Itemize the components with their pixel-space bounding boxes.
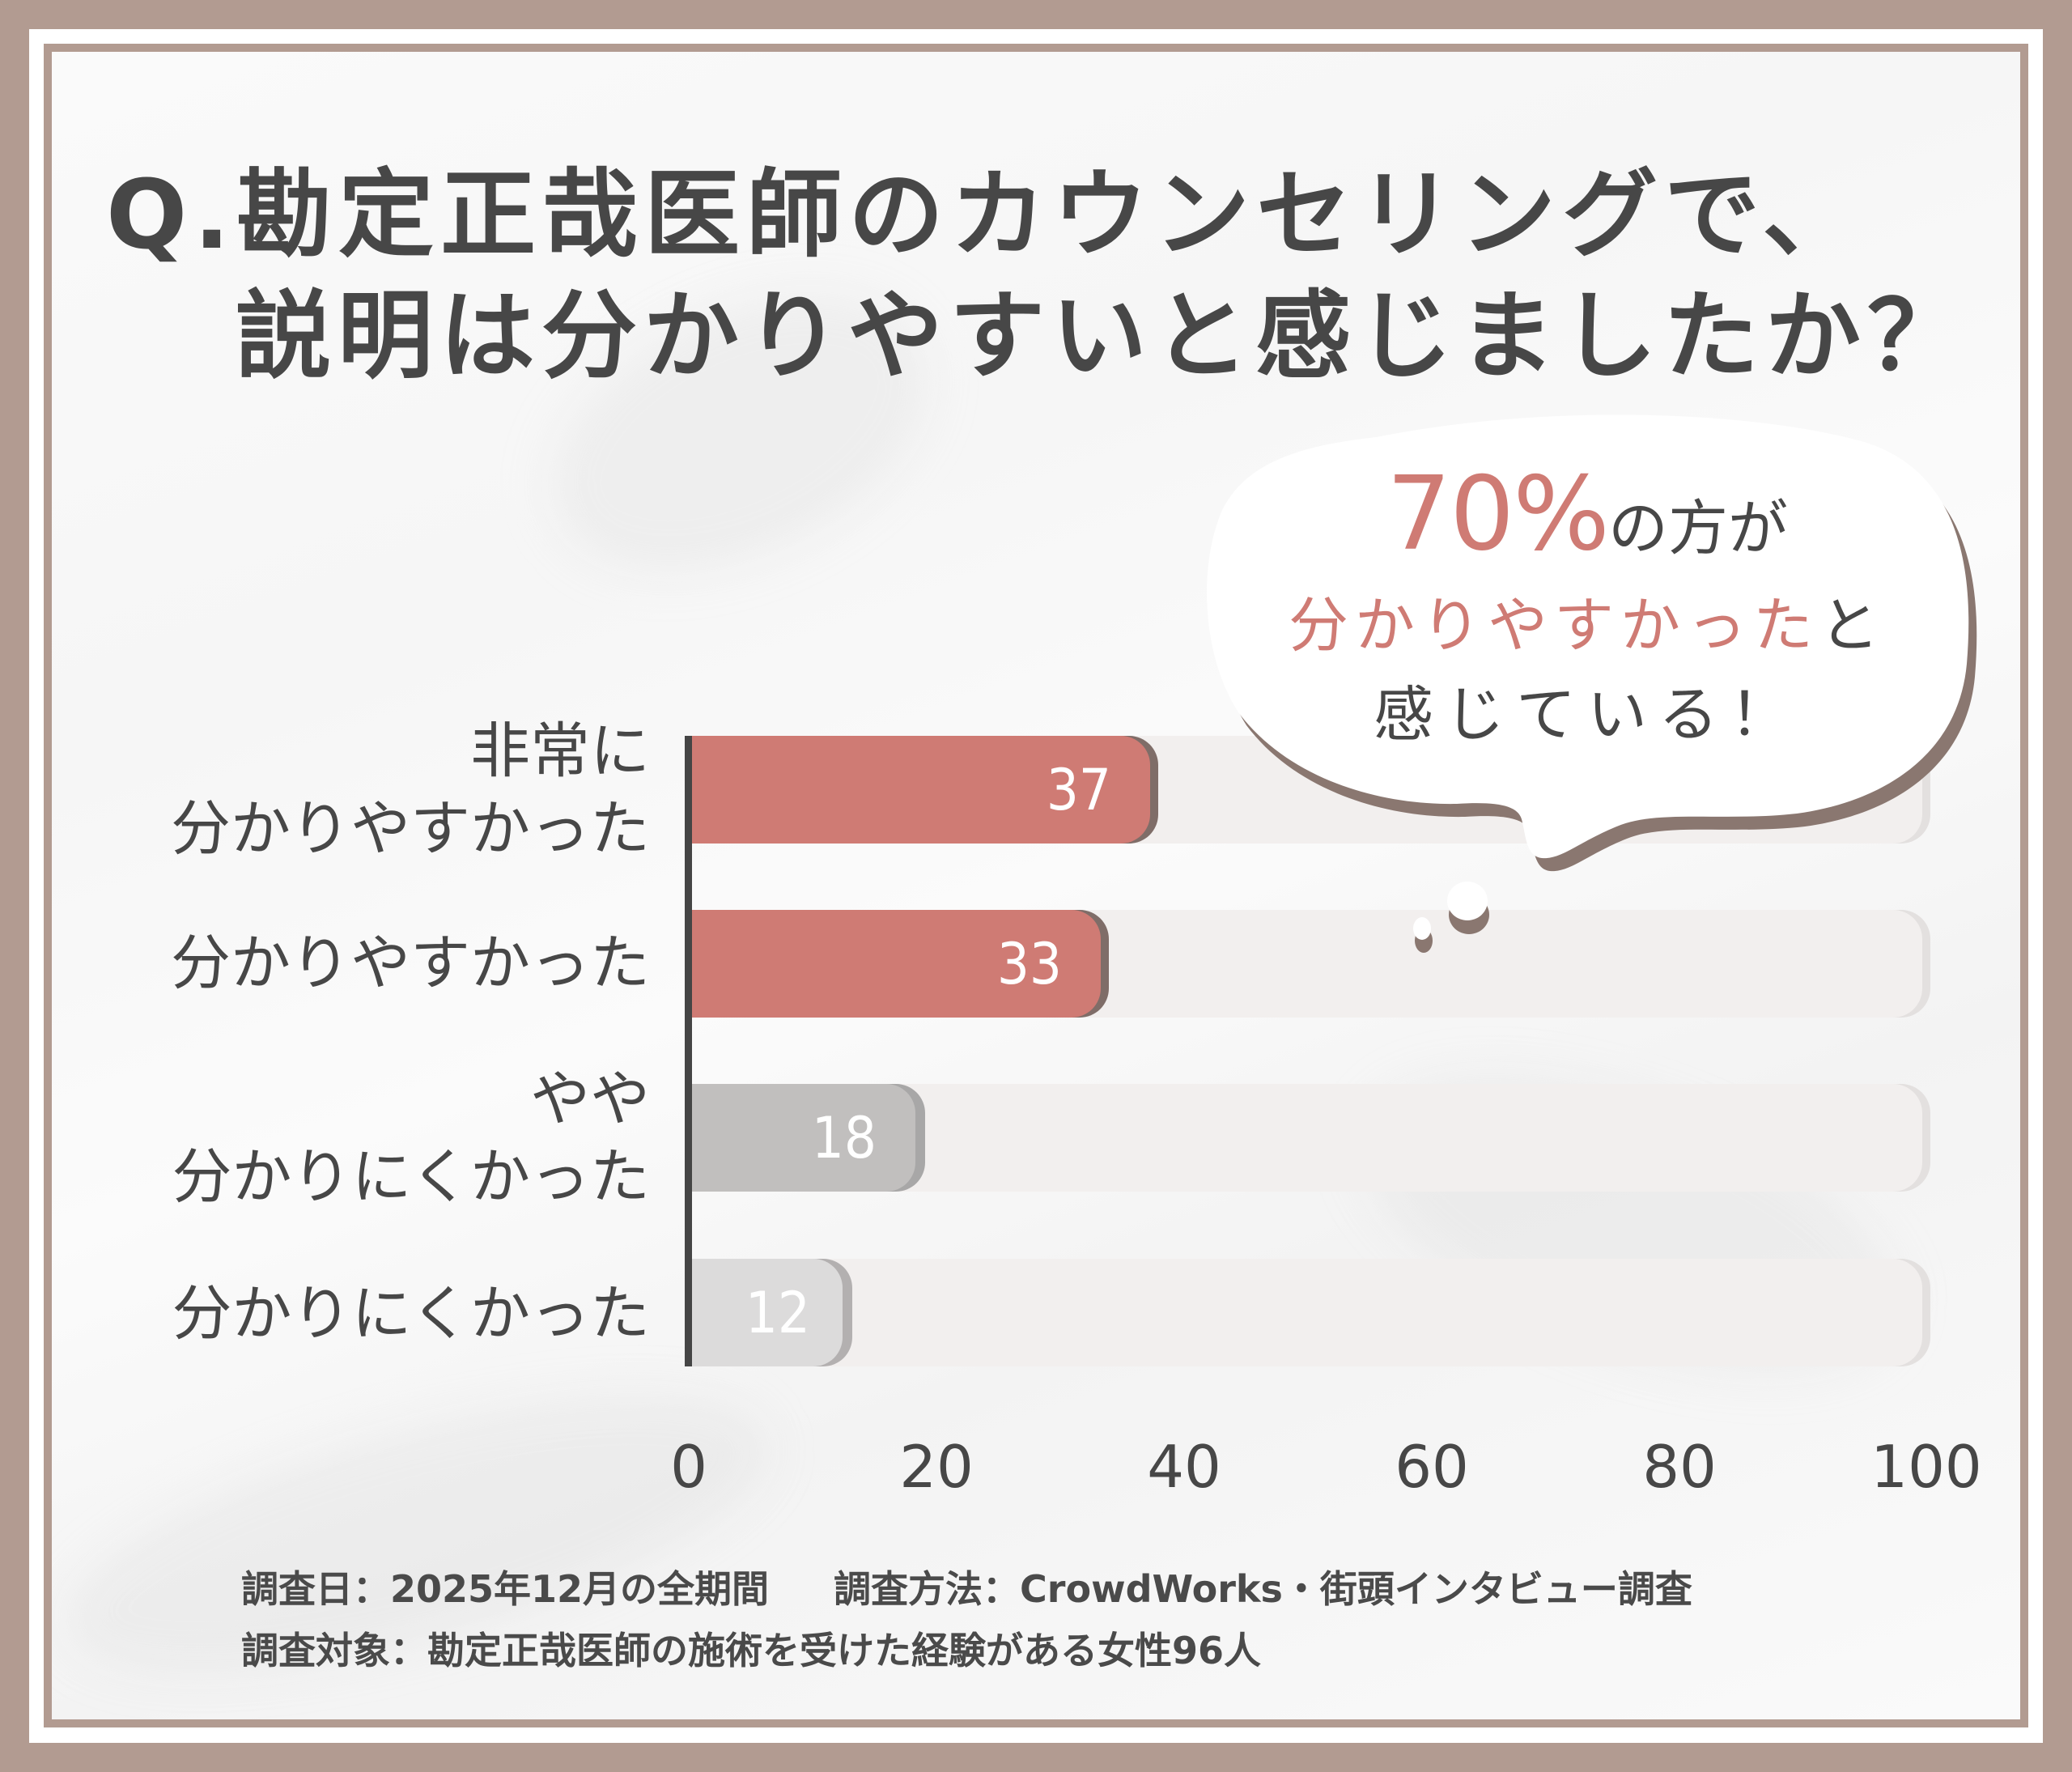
- x-tick-label: 20: [899, 1433, 974, 1501]
- bar: 12: [692, 1259, 843, 1366]
- bar-row: 37: [692, 736, 1930, 844]
- inner-frame: [44, 44, 2028, 1727]
- y-axis-line: [685, 736, 692, 1366]
- survey-footer: 調査日：2025年12月の全期間 調査方法：CrowdWorks・街頭インタビュー…: [241, 1558, 1692, 1681]
- page-title: Q.勘定正哉医師のカウンセリングで、 説明は分かりやすいと感じましたか？: [106, 154, 1969, 397]
- bar: 33: [692, 910, 1101, 1018]
- bar-value-label: 37: [1046, 756, 1111, 823]
- x-tick-label: 40: [1147, 1433, 1221, 1501]
- bar: 18: [692, 1084, 915, 1192]
- category-label: 非常に 分かりやすかった: [171, 716, 650, 864]
- x-tick-label: 80: [1642, 1433, 1717, 1501]
- bar-value-label: 18: [811, 1104, 877, 1171]
- survey-method: 調査方法：CrowdWorks・街頭インタビュー調査: [834, 1567, 1692, 1611]
- bar: 37: [692, 736, 1150, 844]
- bar-track: [692, 1259, 1922, 1366]
- survey-target: 調査対象：勘定正哉医師の施術を受けた経験がある女性96人: [241, 1629, 1262, 1672]
- bar-value-label: 12: [745, 1279, 810, 1346]
- survey-date: 調査日：2025年12月の全期間: [241, 1567, 770, 1611]
- bar-value-label: 33: [996, 930, 1062, 997]
- bar-row: 18: [692, 1084, 1930, 1192]
- category-label: やや 分かりにくかった: [172, 1064, 650, 1212]
- bar-row: 33: [692, 910, 1930, 1018]
- category-label: 分かりにくかった: [172, 1279, 650, 1349]
- bar-row: 12: [692, 1259, 1930, 1366]
- title-line-2: 説明は分かりやすいと感じましたか？: [236, 280, 1970, 392]
- x-tick-label: 0: [670, 1433, 707, 1501]
- title-line-1: Q.勘定正哉医師のカウンセリングで、: [106, 159, 1865, 270]
- x-tick-label: 60: [1395, 1433, 1469, 1501]
- x-tick-label: 100: [1870, 1433, 1982, 1501]
- category-label: 分かりやすかった: [171, 928, 650, 998]
